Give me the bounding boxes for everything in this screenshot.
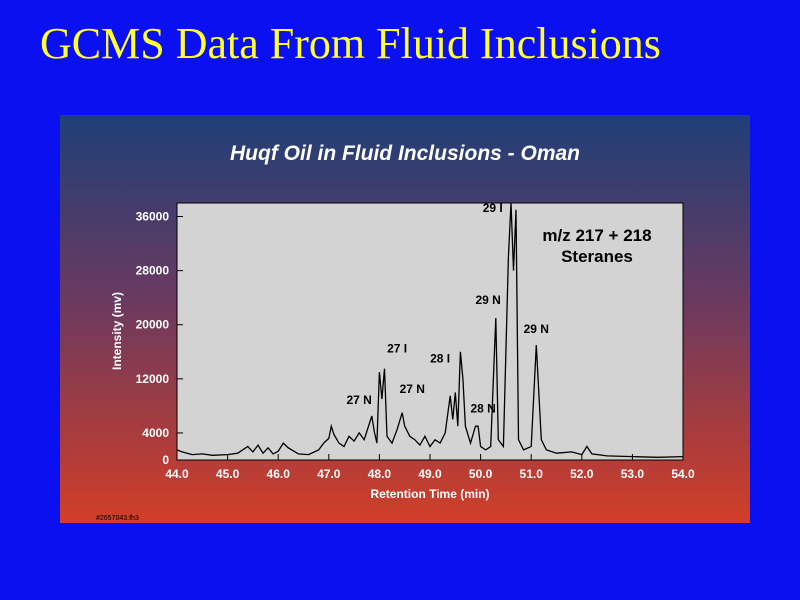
footer: #2657043.fh3 — [96, 515, 139, 522]
y-tick-label: 20000 — [136, 318, 170, 332]
x-tick-label: 46.0 — [267, 467, 291, 481]
annotation: 27 I — [387, 341, 407, 355]
y-tick-label: 0 — [162, 453, 169, 467]
x-tick-label: 53.0 — [621, 467, 645, 481]
annotation: 29 I — [483, 201, 503, 215]
x-tick-label: 47.0 — [317, 467, 341, 481]
annotation: 28 N — [470, 402, 495, 416]
slide-title: GCMS Data From Fluid Inclusions — [40, 19, 661, 68]
y-tick-label: 4000 — [142, 426, 169, 440]
x-tick-label: 48.0 — [368, 467, 392, 481]
x-tick-label: 49.0 — [418, 467, 442, 481]
x-tick-label: 52.0 — [570, 467, 594, 481]
x-tick-label: 45.0 — [216, 467, 240, 481]
trace-line — [176, 202, 684, 458]
x-axis-label: Retention Time (min) — [370, 487, 489, 501]
x-tick-label: 50.0 — [469, 467, 493, 481]
x-tick-label: 44.0 — [165, 467, 189, 481]
annotation: 27 N — [346, 393, 371, 407]
y-tick-label: 36000 — [136, 210, 170, 224]
plot-area — [176, 202, 684, 461]
annotation: 28 I — [430, 352, 450, 366]
y-axis-label: Intensity (mv) — [110, 292, 124, 370]
y-tick-label: 28000 — [136, 264, 170, 278]
annotation: 29 N — [476, 293, 501, 307]
x-tick-label: 51.0 — [520, 467, 544, 481]
chart-title: Huqf Oil in Fluid Inclusions - Oman — [230, 142, 580, 165]
annotation: 29 N — [524, 322, 549, 336]
y-tick-label: 12000 — [136, 372, 170, 386]
annotation: m/z 217 + 218 — [542, 226, 651, 245]
x-tick-label: 54.0 — [671, 467, 695, 481]
annotation: 27 N — [400, 382, 425, 396]
annotation: Steranes — [561, 247, 633, 266]
